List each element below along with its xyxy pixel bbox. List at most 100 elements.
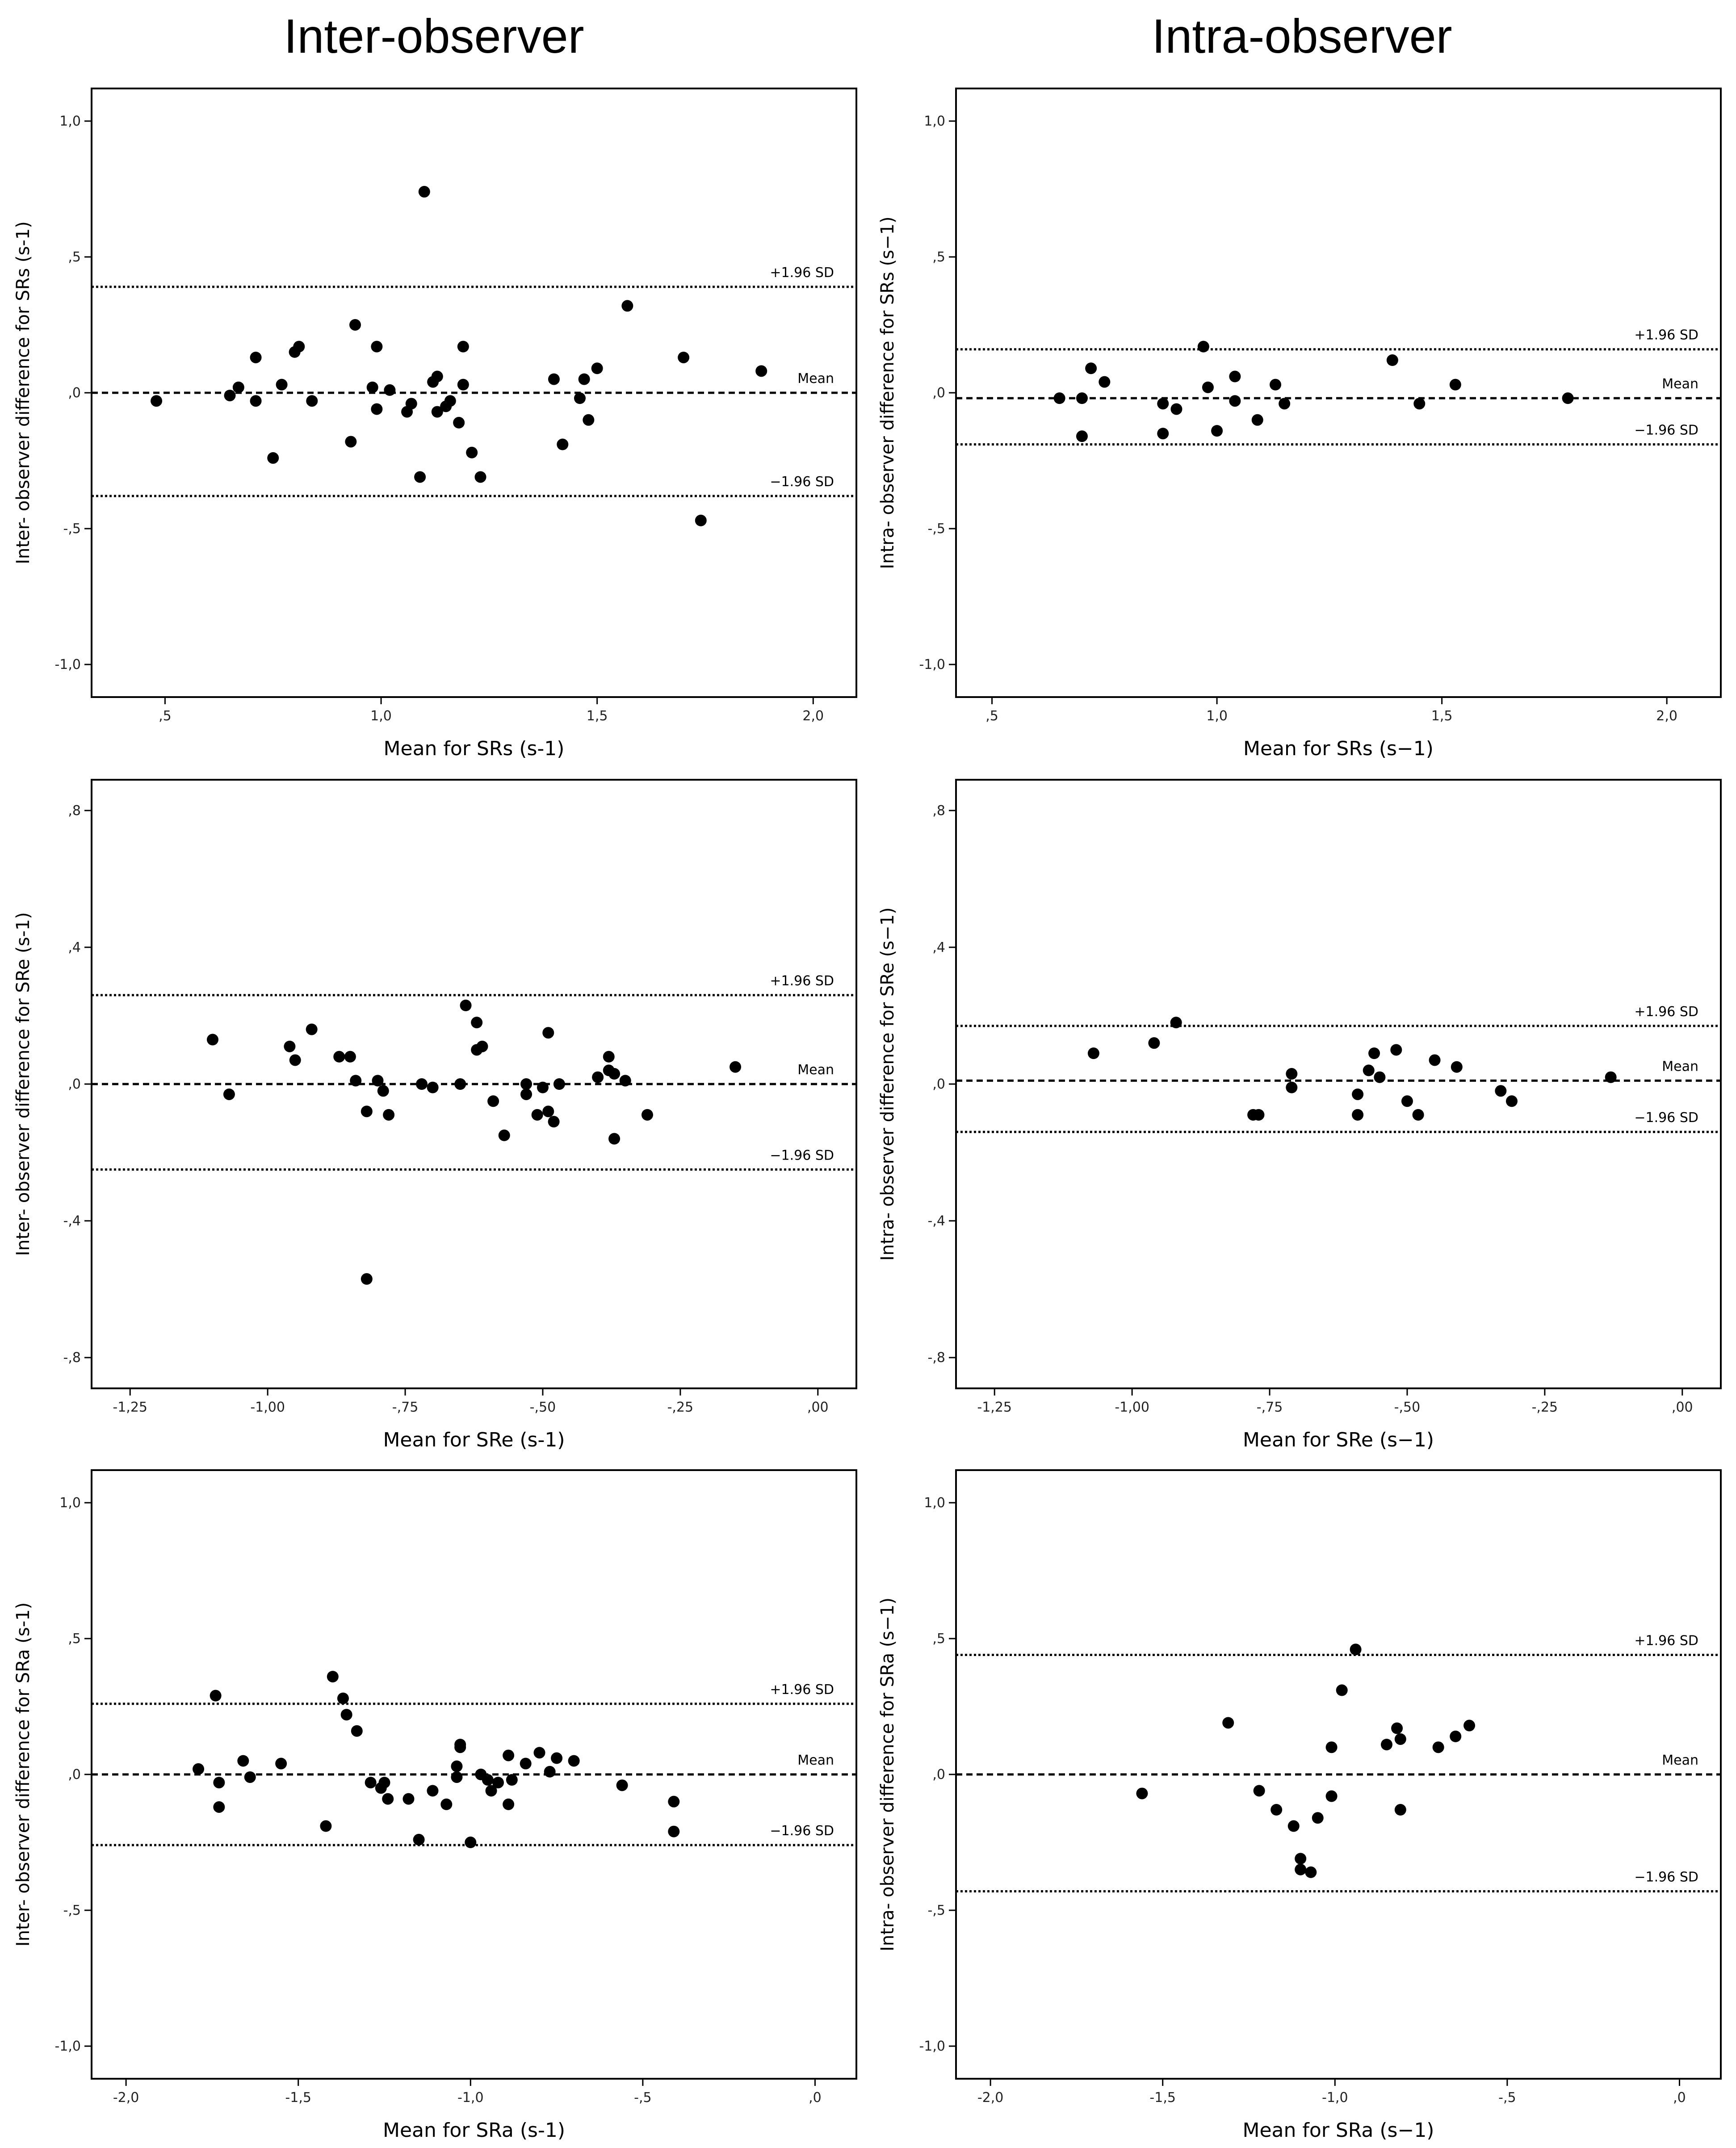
y-tick-label: 1,0 bbox=[924, 1495, 945, 1511]
data-point bbox=[476, 1040, 488, 1052]
y-tick-label: ,0 bbox=[932, 1767, 945, 1782]
data-point bbox=[1076, 430, 1088, 442]
x-tick-label: ,0 bbox=[1673, 2090, 1686, 2106]
data-point bbox=[1413, 398, 1426, 410]
reference-label-upper: +1.96 SD bbox=[770, 265, 834, 281]
data-point bbox=[548, 1116, 560, 1128]
x-tick-label: -1,25 bbox=[977, 1400, 1012, 1415]
data-point bbox=[415, 1078, 428, 1090]
data-point bbox=[608, 1068, 621, 1080]
y-tick-label: -,5 bbox=[63, 1903, 81, 1918]
data-point bbox=[1386, 354, 1398, 366]
data-point bbox=[520, 1757, 532, 1770]
data-point bbox=[1394, 1733, 1406, 1745]
data-point bbox=[1251, 414, 1263, 426]
data-point bbox=[276, 378, 288, 391]
data-point bbox=[506, 1774, 518, 1786]
data-point bbox=[1286, 1068, 1298, 1080]
data-point bbox=[548, 373, 560, 385]
data-point bbox=[320, 1820, 332, 1832]
x-axis-label: Mean for SRa (s-1) bbox=[383, 2119, 565, 2142]
data-point bbox=[427, 1785, 439, 1797]
data-point bbox=[1295, 1863, 1307, 1875]
data-point bbox=[1495, 1085, 1507, 1097]
column-title-intra-observer: Intra-observer bbox=[1152, 9, 1452, 63]
data-point bbox=[592, 1071, 604, 1083]
data-point bbox=[1451, 1061, 1463, 1073]
data-point bbox=[457, 340, 469, 353]
data-point bbox=[289, 1054, 301, 1066]
data-point bbox=[1401, 1095, 1413, 1107]
data-point bbox=[537, 1081, 549, 1093]
y-tick-label: ,5 bbox=[68, 1631, 81, 1647]
data-point bbox=[1157, 428, 1169, 440]
data-point bbox=[520, 1088, 533, 1100]
data-point bbox=[668, 1825, 680, 1837]
y-tick-label: ,4 bbox=[932, 940, 945, 955]
data-point bbox=[608, 1133, 621, 1145]
x-tick-label: -1,00 bbox=[1115, 1400, 1149, 1415]
x-tick-label: -,25 bbox=[667, 1400, 694, 1415]
x-axis-label: Mean for SRa (s−1) bbox=[1243, 2119, 1434, 2142]
data-point bbox=[444, 395, 456, 407]
reference-label-mean: Mean bbox=[797, 1753, 834, 1768]
x-tick-label: -,50 bbox=[1394, 1400, 1421, 1415]
data-point bbox=[492, 1777, 504, 1789]
y-tick-label: -1,0 bbox=[55, 657, 81, 673]
data-point bbox=[223, 1088, 235, 1100]
data-point bbox=[1148, 1037, 1160, 1049]
data-point bbox=[306, 395, 318, 407]
data-point bbox=[206, 1034, 218, 1046]
data-point bbox=[621, 300, 633, 312]
reference-label-lower: −1.96 SD bbox=[770, 1148, 834, 1163]
data-point bbox=[1336, 1684, 1348, 1696]
data-point bbox=[1350, 1644, 1362, 1656]
data-point bbox=[1229, 370, 1241, 383]
x-axis-label: Mean for SRe (s-1) bbox=[383, 1429, 565, 1451]
y-tick-label: -,5 bbox=[928, 1903, 945, 1918]
data-point bbox=[1380, 1739, 1392, 1751]
data-point bbox=[1450, 1730, 1462, 1742]
reference-label-mean: Mean bbox=[1662, 1059, 1698, 1074]
data-point bbox=[1076, 392, 1088, 404]
data-point bbox=[454, 1078, 466, 1090]
x-tick-label: -,5 bbox=[1498, 2090, 1516, 2106]
data-point bbox=[465, 1837, 477, 1849]
data-point bbox=[641, 1109, 653, 1121]
data-point bbox=[1562, 392, 1574, 404]
data-point bbox=[542, 1027, 554, 1039]
data-point bbox=[695, 514, 707, 526]
data-point bbox=[451, 1760, 463, 1772]
data-point bbox=[1352, 1088, 1364, 1100]
data-point bbox=[267, 452, 279, 464]
data-point bbox=[1157, 398, 1169, 410]
x-tick-label: -1,0 bbox=[457, 2090, 484, 2106]
x-tick-label: 2,0 bbox=[1656, 708, 1677, 724]
data-point bbox=[1253, 1785, 1265, 1797]
data-point bbox=[460, 1000, 472, 1012]
reference-label-lower: −1.96 SD bbox=[1634, 1110, 1698, 1126]
data-point bbox=[418, 186, 430, 198]
data-point bbox=[213, 1801, 225, 1813]
y-axis-label: Inter- observer difference for SRe (s-1) bbox=[13, 912, 34, 1256]
reference-label-lower: −1.96 SD bbox=[770, 474, 834, 490]
data-point bbox=[306, 1023, 318, 1035]
data-point bbox=[457, 378, 469, 391]
x-tick-label: ,0 bbox=[809, 2090, 822, 2106]
y-tick-label: -1,0 bbox=[919, 657, 945, 673]
x-tick-label: -2,0 bbox=[977, 2090, 1004, 2106]
y-axis-label: Intra- observer difference for SRe (s−1) bbox=[877, 907, 898, 1261]
reference-label-lower: −1.96 SD bbox=[770, 1823, 834, 1839]
data-point bbox=[405, 398, 417, 410]
data-point bbox=[544, 1765, 556, 1778]
data-point bbox=[1312, 1812, 1324, 1824]
y-tick-label: ,8 bbox=[932, 803, 945, 819]
reference-label-lower: −1.96 SD bbox=[1634, 423, 1698, 438]
data-point bbox=[1279, 398, 1291, 410]
reference-label-upper: +1.96 SD bbox=[1634, 328, 1698, 343]
x-tick-label: ,00 bbox=[807, 1400, 829, 1415]
y-tick-label: ,8 bbox=[68, 803, 81, 819]
data-point bbox=[440, 1798, 453, 1810]
y-tick-label: ,0 bbox=[68, 1076, 81, 1092]
reference-label-mean: Mean bbox=[797, 1062, 834, 1078]
